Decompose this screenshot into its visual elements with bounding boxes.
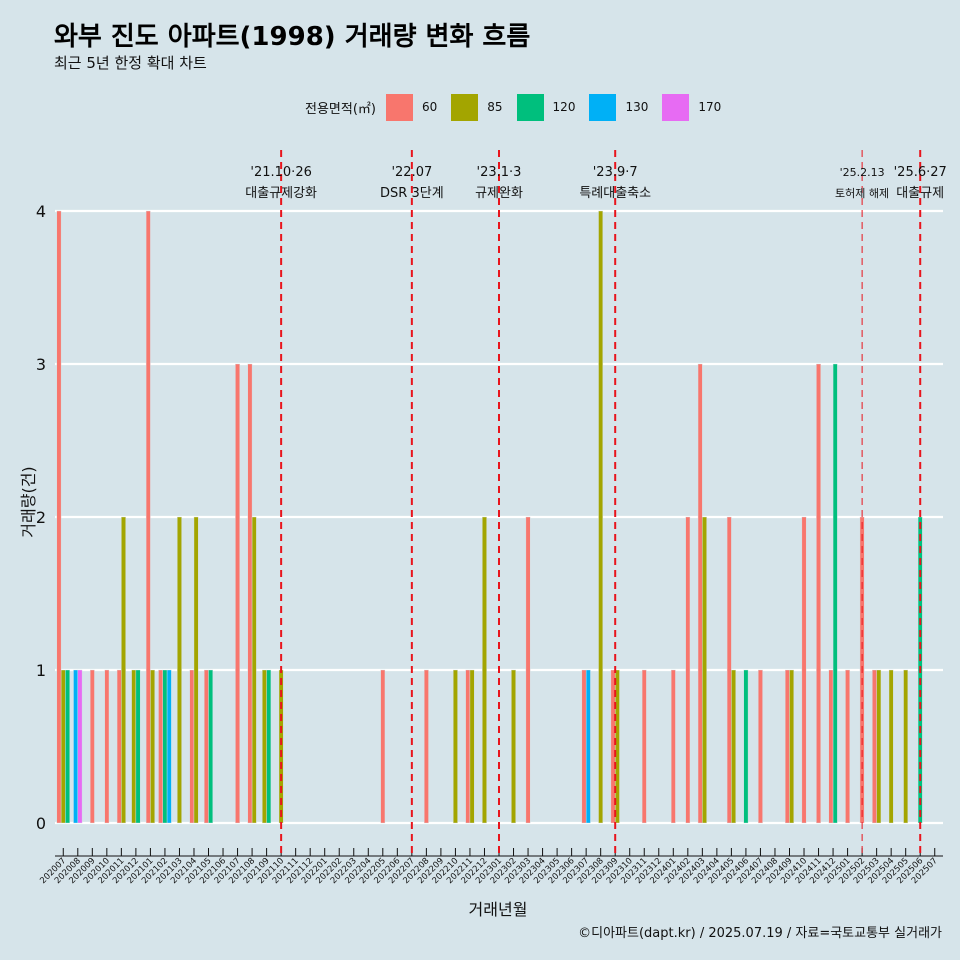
event-label: 토허제 해제	[835, 186, 889, 200]
bar-85-202210	[453, 669, 458, 824]
bar-60-202102	[158, 669, 163, 824]
bar-120-202412	[832, 363, 838, 824]
bar-60-202009	[89, 669, 95, 824]
y-tick-label: 3	[36, 355, 46, 374]
event-date-label: '23.9·7	[593, 165, 638, 180]
bar-85-202211	[469, 669, 475, 824]
y-tick-label: 4	[36, 202, 46, 221]
event-label: 대출규제강화	[245, 186, 317, 201]
chart-title: 와부 진도 아파트(1998) 거래량 변화 흐름	[54, 22, 531, 52]
bar-85-202302	[511, 669, 516, 824]
event-date-label: '21.10·26	[250, 165, 311, 180]
bar-60-202311	[641, 669, 647, 824]
bar-85-202212	[482, 516, 487, 824]
bar-85-202505	[903, 669, 909, 824]
bar-60-202105	[204, 669, 209, 824]
legend-swatch-170	[662, 93, 690, 121]
bar-130-202102	[166, 669, 172, 824]
bar-85-202504	[888, 669, 894, 824]
legend-title: 전용면적(㎡)	[305, 101, 376, 117]
legend-swatch-60	[385, 93, 413, 121]
bar-85-202503	[876, 669, 882, 824]
legend: 전용면적(㎡) 60 85 120 130 170	[305, 92, 735, 122]
bar-85-202405	[731, 669, 736, 824]
event-date-label: '23.1·3	[477, 165, 522, 180]
bar-85-202007	[60, 669, 66, 824]
event-date-label: '25.2.13	[840, 166, 885, 179]
bar-60-202410	[801, 516, 807, 824]
bar-60-202011	[116, 669, 122, 824]
bar-170-202008	[77, 669, 83, 824]
bar-130-202307	[585, 669, 591, 824]
bar-60-202403	[697, 363, 703, 824]
legend-item-120: 120	[516, 93, 576, 121]
bar-60-202405	[726, 516, 732, 824]
legend-swatch-85	[451, 93, 479, 121]
bar-60-202205	[380, 669, 386, 824]
event-date-label: '22.07	[391, 165, 432, 180]
bar-120-202012	[135, 669, 141, 824]
event-date-label: '25.6·27	[894, 165, 947, 180]
bar-60-202503	[872, 669, 877, 824]
legend-item-85: 85	[451, 93, 503, 121]
legend-item-130: 130	[589, 93, 649, 121]
x-axis-title: 거래년월	[469, 900, 528, 919]
bar-60-202412	[828, 669, 834, 824]
bar-85-202409	[789, 669, 794, 824]
bar-120-202406	[743, 669, 749, 824]
bar-60-202303	[525, 516, 531, 824]
legend-swatch-130	[589, 93, 617, 121]
bar-60-202211	[465, 669, 471, 824]
bar-85-202101	[150, 669, 155, 824]
bar-60-202407	[758, 669, 763, 824]
bar-85-202109	[262, 669, 267, 824]
source-caption: ©디아파트(dapt.kr) / 2025.07.19 / 자료=국토교통부 실…	[578, 926, 942, 941]
bar-60-202101	[145, 210, 151, 824]
event-label: 특례대출축소	[579, 186, 651, 201]
bar-120-202102	[162, 669, 168, 824]
bar-85-202104	[193, 516, 199, 824]
event-label: 규제완화	[475, 186, 523, 201]
legend-label-60: 60	[421, 100, 438, 114]
bar-60-202409	[784, 669, 790, 824]
legend-label-170: 170	[698, 100, 722, 114]
bar-60-202307	[581, 669, 587, 824]
y-tick-label: 1	[36, 661, 46, 680]
bar-60-202401	[670, 669, 676, 824]
bar-85-202012	[131, 669, 137, 824]
y-tick-label: 2	[36, 508, 46, 527]
legend-item-60: 60	[385, 93, 438, 121]
bar-85-202103	[177, 516, 182, 824]
bar-85-202108	[251, 516, 257, 824]
bar-120-202109	[266, 669, 272, 824]
bar-120-202007	[65, 669, 70, 824]
legend-label-130: 130	[625, 100, 649, 114]
bar-130-202008	[73, 669, 78, 824]
bar-60-202104	[189, 669, 195, 824]
bar-60-202501	[845, 669, 850, 824]
y-axis-title: 거래량(건)	[19, 466, 38, 537]
bar-85-202309	[615, 669, 620, 824]
bar-60-202208	[424, 669, 429, 824]
bar-60-202010	[104, 669, 110, 824]
chart-subtitle: 최근 5년 한정 확대 차트	[54, 54, 207, 72]
bar-60-202411	[816, 363, 821, 824]
y-tick-label: 0	[36, 814, 46, 833]
bar-85-202403	[702, 516, 707, 824]
bar-60-202108	[247, 363, 253, 824]
event-label: 대출규제	[896, 186, 944, 201]
legend-swatch-120	[516, 93, 544, 121]
bar-60-202007	[56, 210, 62, 824]
bar-120-202105	[208, 669, 214, 824]
bar-60-202107	[235, 363, 240, 824]
bar-85-202011	[121, 516, 126, 824]
legend-label-120: 120	[552, 100, 576, 114]
bar-60-202402	[685, 516, 691, 824]
bar-85-202308	[598, 210, 604, 824]
legend-label-85: 85	[487, 100, 503, 114]
event-label: DSR 3단계	[380, 186, 444, 201]
legend-item-170: 170	[662, 93, 722, 121]
